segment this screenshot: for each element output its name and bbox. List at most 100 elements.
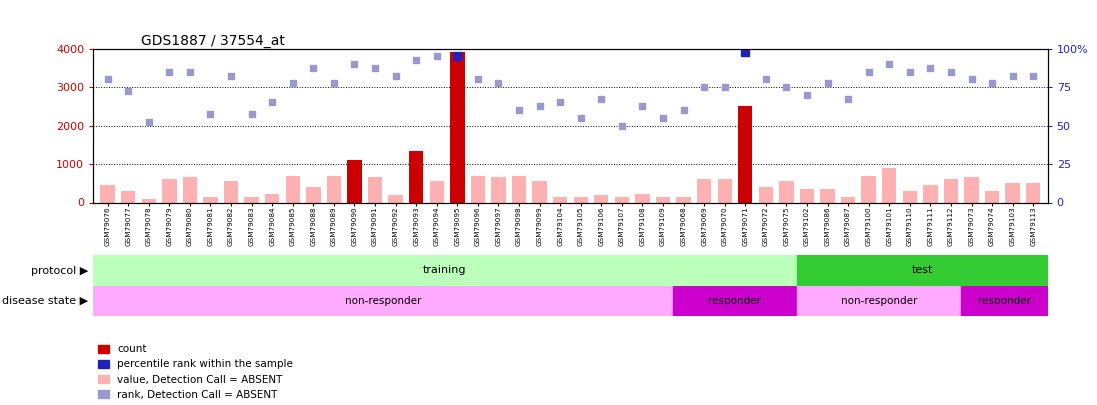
Bar bbox=[265, 194, 280, 202]
Bar bbox=[800, 189, 814, 202]
Point bbox=[346, 61, 363, 67]
Bar bbox=[738, 107, 753, 202]
Bar bbox=[430, 181, 444, 202]
Point bbox=[552, 99, 569, 106]
Point bbox=[1004, 72, 1021, 79]
Point bbox=[1025, 72, 1042, 79]
Point bbox=[489, 80, 507, 87]
Bar bbox=[985, 191, 999, 202]
Bar bbox=[491, 177, 506, 202]
Bar bbox=[943, 179, 958, 202]
Point bbox=[263, 99, 281, 106]
Point bbox=[778, 84, 795, 90]
Point bbox=[160, 68, 178, 75]
Bar bbox=[574, 197, 588, 202]
Point bbox=[99, 76, 116, 83]
Text: disease state ▶: disease state ▶ bbox=[1, 296, 88, 306]
Bar bbox=[224, 181, 238, 202]
Bar bbox=[183, 177, 197, 202]
Point bbox=[284, 80, 302, 87]
Bar bbox=[961, 286, 1048, 316]
Point bbox=[387, 72, 405, 79]
Bar bbox=[674, 286, 796, 316]
Bar bbox=[861, 176, 875, 202]
Bar bbox=[759, 187, 773, 202]
Point bbox=[325, 80, 342, 87]
Text: test: test bbox=[912, 265, 932, 275]
Point bbox=[881, 61, 898, 67]
Point bbox=[428, 53, 445, 60]
Point bbox=[242, 111, 260, 117]
Text: training: training bbox=[423, 265, 466, 275]
Bar bbox=[595, 195, 609, 202]
Point bbox=[634, 103, 652, 110]
Bar bbox=[1026, 183, 1040, 202]
Bar bbox=[121, 191, 135, 202]
Point bbox=[860, 68, 878, 75]
Text: non-responder: non-responder bbox=[840, 296, 917, 306]
Bar bbox=[553, 198, 567, 202]
Bar bbox=[796, 255, 1048, 286]
Bar bbox=[635, 194, 649, 202]
Point bbox=[181, 68, 199, 75]
Bar bbox=[348, 160, 362, 202]
Bar bbox=[532, 181, 546, 202]
Bar bbox=[306, 187, 320, 202]
Point bbox=[572, 115, 589, 121]
Text: responder: responder bbox=[977, 296, 1031, 306]
Bar bbox=[327, 176, 341, 202]
Point bbox=[757, 76, 774, 83]
Point bbox=[305, 64, 323, 71]
Point bbox=[921, 64, 939, 71]
Bar bbox=[93, 286, 674, 316]
Bar bbox=[656, 198, 670, 202]
Bar bbox=[697, 179, 711, 202]
Bar bbox=[409, 151, 423, 202]
Bar bbox=[142, 199, 156, 202]
Bar bbox=[388, 195, 403, 202]
Bar bbox=[409, 151, 423, 202]
Text: GDS1887 / 37554_at: GDS1887 / 37554_at bbox=[140, 34, 285, 47]
Bar bbox=[367, 177, 382, 202]
Point bbox=[366, 64, 384, 71]
Bar bbox=[93, 255, 796, 286]
Text: responder: responder bbox=[709, 296, 761, 306]
Legend: count, percentile rank within the sample, value, Detection Call = ABSENT, rank, : count, percentile rank within the sample… bbox=[99, 344, 293, 400]
Point bbox=[675, 107, 692, 113]
Point bbox=[407, 57, 425, 64]
Point bbox=[654, 115, 671, 121]
Point bbox=[839, 96, 857, 102]
Text: non-responder: non-responder bbox=[346, 296, 421, 306]
Point bbox=[963, 76, 981, 83]
Bar bbox=[614, 198, 629, 202]
Point bbox=[613, 122, 631, 129]
Bar bbox=[101, 185, 115, 202]
Bar bbox=[738, 107, 753, 202]
Text: protocol ▶: protocol ▶ bbox=[31, 266, 88, 275]
Point bbox=[983, 80, 1000, 87]
Point bbox=[449, 53, 466, 60]
Bar bbox=[162, 179, 177, 202]
Bar bbox=[348, 160, 362, 202]
Point bbox=[470, 76, 487, 83]
Bar bbox=[512, 176, 527, 202]
Point bbox=[120, 88, 137, 94]
Bar bbox=[203, 198, 217, 202]
Point bbox=[531, 103, 548, 110]
Point bbox=[592, 96, 610, 102]
Bar bbox=[677, 197, 691, 202]
Point bbox=[140, 118, 158, 125]
Bar bbox=[471, 176, 485, 202]
Bar bbox=[841, 198, 856, 202]
Point bbox=[202, 111, 219, 117]
Point bbox=[901, 68, 918, 75]
Bar bbox=[924, 185, 938, 202]
Bar bbox=[882, 168, 896, 202]
Point bbox=[818, 80, 836, 87]
Bar bbox=[821, 189, 835, 202]
Point bbox=[799, 92, 816, 98]
Bar bbox=[964, 177, 979, 202]
Point bbox=[223, 72, 240, 79]
Bar bbox=[245, 198, 259, 202]
Point bbox=[695, 84, 713, 90]
